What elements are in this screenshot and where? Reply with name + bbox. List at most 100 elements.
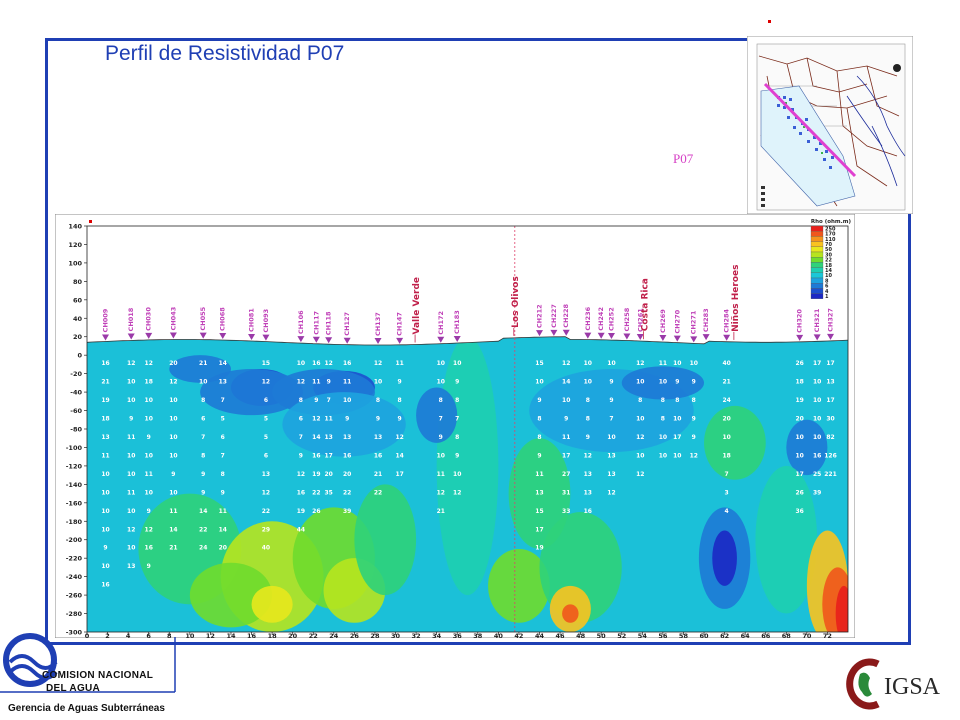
sondeo-label: CH242 — [597, 307, 605, 331]
resistivity-value: 12 — [324, 360, 332, 367]
resistivity-value: 7 — [439, 416, 443, 423]
legend-level: 70 — [825, 242, 832, 248]
resistivity-value: 7 — [299, 434, 303, 441]
resistivity-value: 11 — [659, 360, 667, 367]
resistivity-value: 9 — [609, 397, 613, 404]
legend-swatch — [810, 267, 824, 273]
legend-swatch — [810, 262, 824, 268]
legend-level: 18 — [825, 263, 832, 269]
resistivity-value: 10 — [145, 397, 153, 404]
x-tick-label: 56 — [658, 632, 668, 638]
resistivity-value: 10 — [101, 489, 109, 496]
sondeo-label: CH261 — [636, 308, 644, 332]
x-tick-label: 64 — [741, 632, 751, 638]
resistivity-value: 9 — [398, 379, 402, 386]
sondeo-marker — [623, 333, 631, 340]
resistivity-value: 17 — [813, 360, 821, 367]
sondeo-marker — [597, 332, 605, 339]
resistivity-value: 18 — [795, 379, 803, 386]
sondeo-marker — [659, 335, 667, 342]
resistivity-value: 10 — [437, 379, 445, 386]
resistivity-value: 11 — [562, 434, 570, 441]
resistivity-value: 8 — [455, 397, 459, 404]
y-tick-label: 80 — [73, 278, 83, 286]
x-tick-label: 0 — [85, 632, 90, 638]
resistivity-profile-chart: 1621191813111010101091016121010911101011… — [55, 214, 855, 638]
sondeo-marker — [219, 333, 227, 340]
cna-name-line1: COMISION NACIONAL — [42, 670, 154, 681]
resistivity-value: 19 — [535, 545, 543, 552]
sondeo-label: CH081 — [248, 308, 256, 332]
y-tick-label: -140 — [66, 481, 83, 489]
sondeo-marker — [702, 334, 710, 341]
resistivity-value: 10 — [690, 360, 698, 367]
sondeo-label: CH252 — [607, 307, 615, 331]
resistivity-value: 10 — [636, 379, 644, 386]
resistivity-value: 10 — [127, 545, 135, 552]
resistivity-value: 7 — [725, 471, 729, 478]
legend-swatch — [810, 231, 824, 237]
resistivity-value: 10 — [199, 379, 207, 386]
legend-level: 22 — [825, 258, 832, 264]
resistivity-value: 11 — [343, 379, 351, 386]
resistivity-value: 26 — [312, 508, 320, 515]
resistivity-value: 8 — [201, 397, 205, 404]
resistivity-value: 12 — [437, 489, 445, 496]
resistivity-value: 10 — [169, 434, 177, 441]
sondeo-label: CH228 — [562, 303, 570, 327]
sondeo-label: CH270 — [673, 309, 681, 333]
resistivity-value: 9 — [147, 434, 151, 441]
resistivity-value: 11 — [535, 471, 543, 478]
resistivity-value: 8 — [221, 471, 225, 478]
resistivity-value: 10 — [813, 416, 821, 423]
resistivity-value: 12 — [262, 379, 270, 386]
x-tick-label: 30 — [391, 632, 401, 638]
resistivity-value: 12 — [127, 526, 135, 533]
resistivity-value: 12 — [607, 489, 615, 496]
resistivity-value: 26 — [795, 489, 803, 496]
resistivity-value: 17 — [826, 360, 834, 367]
air-zone — [87, 226, 848, 345]
resistivity-value: 9 — [376, 416, 380, 423]
x-tick-label: 10 — [185, 632, 195, 638]
x-tick-label: 60 — [700, 632, 710, 638]
resistivity-zone — [755, 465, 818, 614]
resistivity-value: 13 — [535, 489, 543, 496]
resistivity-value: 21 — [437, 508, 445, 515]
resistivity-value: 16 — [584, 508, 592, 515]
resistivity-value: 9 — [201, 489, 205, 496]
resistivity-value: 39 — [813, 489, 821, 496]
cna-logo — [0, 633, 176, 693]
resistivity-value: 12 — [297, 379, 305, 386]
resistivity-value: 13 — [127, 563, 135, 570]
resistivity-value: 10 — [374, 379, 382, 386]
sondeo-label: CH236 — [584, 306, 592, 330]
legend-level: 110 — [825, 237, 836, 243]
resistivity-value: 7 — [221, 452, 225, 459]
x-tick-label: 2 — [105, 632, 110, 638]
sondeo-marker — [248, 333, 256, 340]
sondeo-marker — [325, 337, 333, 344]
resistivity-value: 44 — [297, 526, 305, 533]
sondeo-label: CH271 — [690, 310, 698, 334]
resistivity-value: 7 — [221, 397, 225, 404]
sondeo-marker — [437, 336, 445, 343]
legend-swatch — [810, 236, 824, 242]
sondeo-label: CH258 — [623, 307, 631, 331]
legend-level: 8 — [825, 278, 829, 284]
resistivity-value: 10 — [101, 471, 109, 478]
resistivity-value: 13 — [826, 379, 834, 386]
resistivity-value: 10 — [607, 360, 615, 367]
x-tick-label: 4 — [126, 632, 131, 638]
resistivity-value: 221 — [824, 471, 837, 478]
resistivity-value: 10 — [145, 489, 153, 496]
resistivity-value: 5 — [221, 416, 225, 423]
resistivity-value: 9 — [692, 379, 696, 386]
resistivity-value: 10 — [722, 434, 730, 441]
resistivity-value: 8 — [537, 416, 541, 423]
resistivity-value: 10 — [562, 397, 570, 404]
resistivity-value: 13 — [374, 434, 382, 441]
resistivity-value: 10 — [101, 508, 109, 515]
sondeo-label: CH030 — [145, 307, 153, 331]
legend-level: 30 — [825, 252, 832, 258]
